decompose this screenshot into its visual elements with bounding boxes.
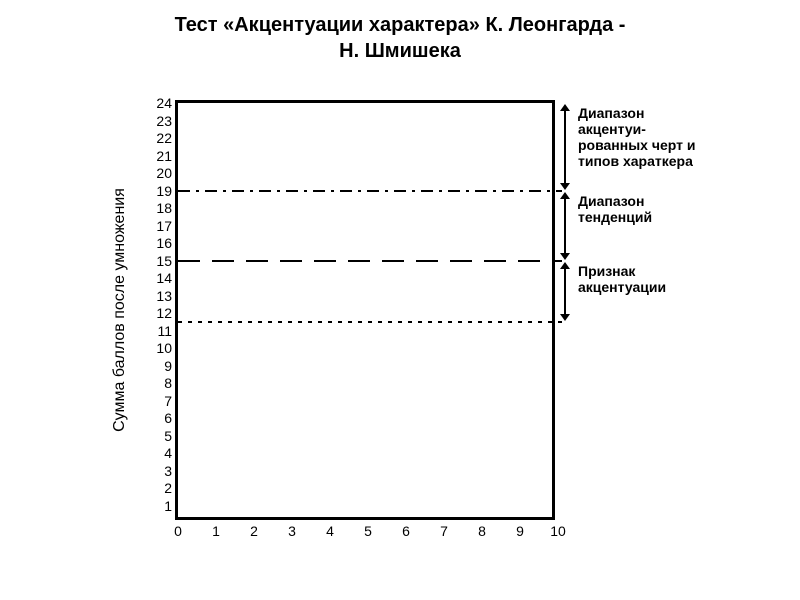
range-arrow — [564, 199, 566, 253]
y-tick: 18 — [156, 200, 178, 216]
x-tick: 3 — [288, 517, 296, 539]
range-annotation: Диапазонакцентуи-рованных черт итипов ха… — [578, 105, 696, 169]
y-tick: 10 — [156, 340, 178, 356]
y-tick: 4 — [164, 445, 178, 461]
range-annotation: Признакакцентуации — [578, 263, 666, 295]
y-tick: 1 — [164, 498, 178, 514]
y-axis-label: Сумма баллов после умножения — [111, 188, 129, 432]
chart-area: Сумма баллов после умножения 12345678910… — [110, 100, 750, 560]
y-tick: 20 — [156, 165, 178, 181]
x-tick: 5 — [364, 517, 372, 539]
y-tick: 8 — [164, 375, 178, 391]
y-tick: 6 — [164, 410, 178, 426]
title-line-2: Н. Шмишека — [339, 40, 461, 62]
y-tick: 14 — [156, 270, 178, 286]
y-tick: 11 — [157, 323, 178, 339]
x-tick: 0 — [174, 517, 182, 539]
y-tick: 3 — [164, 463, 178, 479]
x-tick: 2 — [250, 517, 258, 539]
y-tick: 9 — [164, 358, 178, 374]
x-tick: 9 — [516, 517, 524, 539]
plot-box: 1234567891011121314151617181920212223240… — [175, 100, 555, 520]
page-title: Тест «Акцентуации характера» К. Леонгард… — [0, 12, 800, 64]
y-tick: 12 — [156, 305, 178, 321]
y-tick: 19 — [156, 183, 178, 199]
y-tick: 21 — [156, 148, 178, 164]
y-tick: 23 — [156, 113, 178, 129]
title-line-1: Тест «Акцентуации характера» К. Леонгард… — [175, 14, 626, 36]
y-tick: 13 — [156, 288, 178, 304]
range-annotation: Диапазонтенденций — [578, 193, 652, 225]
y-tick: 24 — [156, 95, 178, 111]
y-tick: 2 — [164, 480, 178, 496]
y-tick: 15 — [156, 253, 178, 269]
range-arrow — [564, 111, 566, 183]
y-tick: 22 — [156, 130, 178, 146]
x-tick: 10 — [550, 517, 566, 539]
x-tick: 8 — [478, 517, 486, 539]
x-tick: 7 — [440, 517, 448, 539]
x-tick: 4 — [326, 517, 334, 539]
x-tick: 1 — [212, 517, 220, 539]
threshold-line — [178, 321, 562, 323]
threshold-line — [178, 190, 562, 192]
y-tick: 5 — [164, 428, 178, 444]
threshold-line — [178, 260, 562, 262]
x-tick: 6 — [402, 517, 410, 539]
y-tick: 17 — [156, 218, 178, 234]
y-tick: 16 — [156, 235, 178, 251]
range-arrow — [564, 269, 566, 314]
y-tick: 7 — [164, 393, 178, 409]
